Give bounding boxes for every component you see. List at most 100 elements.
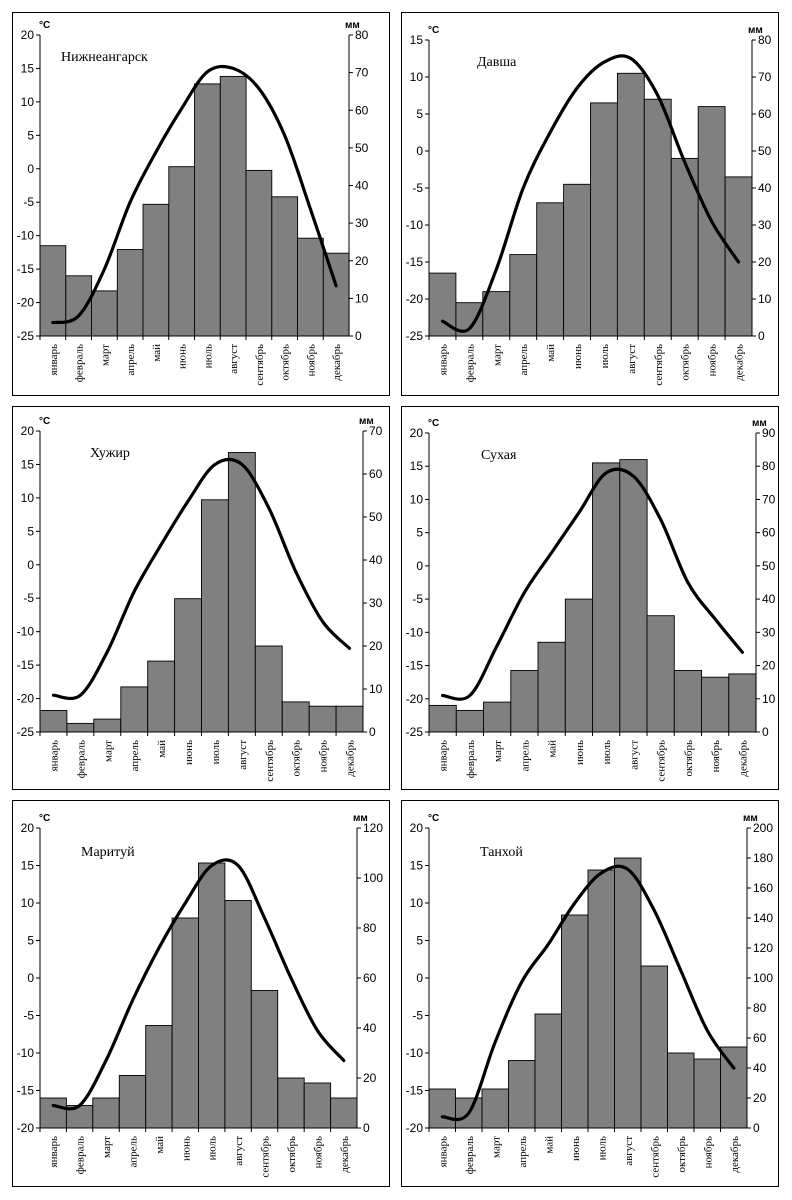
precip-bar-8 [219,75,247,337]
precip-unit-label: мм [359,416,374,427]
month-label: ноябрь [702,1136,714,1168]
temp-tick-label: 5 [27,128,34,142]
temp-tick-label: -15 [17,262,35,276]
precip-tick-label: 50 [758,144,772,158]
precip-bar-12 [330,1097,358,1129]
month-label: апрель [519,740,531,772]
temp-tick-label: -20 [17,692,35,706]
chart-svg: 20 15 10 5 0 -5 -10 -15 -20 120 100 80 60 40 20 0 январь… [17,813,384,1178]
precip-tick-label: 30 [369,596,383,610]
month-label: май [545,344,557,362]
precip-bar-1 [428,1088,456,1129]
month-label: июль [599,344,611,368]
precip-bar-9 [245,169,273,337]
precip-tick-label: 60 [758,107,772,121]
precip-tick-label: 0 [355,329,362,343]
temp-tick-label: 20 [21,821,35,835]
precip-tick-label: 80 [762,459,776,473]
month-label: апрель [517,1136,529,1168]
month-label: август [623,1136,635,1166]
temp-tick-label: 0 [27,162,34,176]
temp-tick-label: -10 [17,229,35,243]
month-label: март [490,1136,502,1158]
precip-tick-label: 40 [758,181,772,195]
climate-chart-nizhneangarsk: 20 15 10 5 0 -5 -10 -15 -20 -25 80 70 60 50 40 30 20 10 0 я… [12,12,390,396]
month-label: сентябрь [649,1136,661,1178]
precip-tick-label: 100 [753,971,773,985]
temp-tick-label: -5 [412,592,423,606]
temperature-curve [440,54,741,333]
month-label: июнь [177,344,189,369]
precip-bar-12 [724,176,753,337]
precip-bar-10 [271,196,299,337]
month-label: март [102,740,114,762]
precip-bar-5 [534,1013,562,1129]
temp-tick-label: 20 [21,424,35,438]
month-label: январь [48,344,60,375]
month-label: июль [601,740,613,764]
precip-bar-10 [667,1052,695,1129]
precip-bar-7 [201,499,229,733]
precip-tick-label: 20 [762,659,776,673]
temp-tick-label: -5 [23,591,34,605]
precip-tick-label: 10 [369,682,383,696]
month-label: октябрь [680,344,692,381]
precip-tick-label: 70 [762,492,776,506]
temp-unit-label: °С [428,813,439,824]
precip-bar-8 [227,452,256,733]
chart-svg: 20151050-5-10-15-20-25706050403020100янв… [17,416,383,782]
precip-bar-7 [198,862,226,1129]
temp-tick-label: -10 [406,218,424,232]
month-label: май [543,1136,555,1154]
precip-tick-label: 20 [363,1071,377,1085]
temp-tick-label: -15 [406,659,424,673]
precip-bar-3 [93,718,122,733]
precip-tick-label: 70 [369,424,383,438]
precip-bar-11 [701,676,730,733]
month-label: октябрь [286,1136,298,1173]
temp-tick-label: -15 [17,658,35,672]
precip-bar-11 [693,1058,721,1129]
precip-bar-4 [116,249,144,337]
precip-tick-label: 80 [758,33,772,47]
month-label: апрель [125,344,137,376]
precip-bar-11 [303,1082,332,1129]
month-label: март [99,344,111,366]
precip-bar-3 [483,701,512,733]
precip-tick-label: 0 [753,1121,760,1135]
month-label: январь [437,1136,449,1167]
temp-tick-label: -10 [17,1046,35,1060]
precip-bar-6 [563,183,591,337]
precip-bar-4 [118,1075,147,1129]
month-label: март [492,740,504,762]
month-label: апрель [518,344,530,376]
temp-tick-label: 0 [27,971,34,985]
precip-bar-10 [281,701,310,733]
temp-tick-label: -20 [406,692,424,706]
month-label: январь [48,740,60,771]
precip-bar-4 [120,686,149,733]
precip-bar-8 [619,459,648,733]
temp-tick-label: -10 [17,625,35,639]
month-label: июнь [183,740,195,765]
precip-tick-label: 60 [363,971,377,985]
month-label: апрель [129,740,141,772]
precip-tick-label: 40 [355,179,369,193]
month-label: январь [438,740,450,771]
month-label: декабрь [345,740,357,777]
precip-bar-9 [640,965,668,1129]
month-label: август [628,740,640,770]
station-title: Нижнеангарск [61,50,148,65]
month-label: август [237,740,249,770]
temp-tick-label: -5 [412,181,423,195]
precip-tick-label: 20 [355,254,369,268]
temp-tick-label: 20 [410,426,424,440]
precip-bar-1 [428,704,457,733]
month-label: октябрь [676,1136,688,1173]
temp-tick-label: 0 [27,558,34,572]
precip-bar-11 [297,237,324,337]
precip-bar-8 [616,72,645,337]
temp-tick-label: -10 [406,625,424,639]
precip-tick-label: 20 [758,255,772,269]
precip-tick-label: 80 [363,921,377,935]
